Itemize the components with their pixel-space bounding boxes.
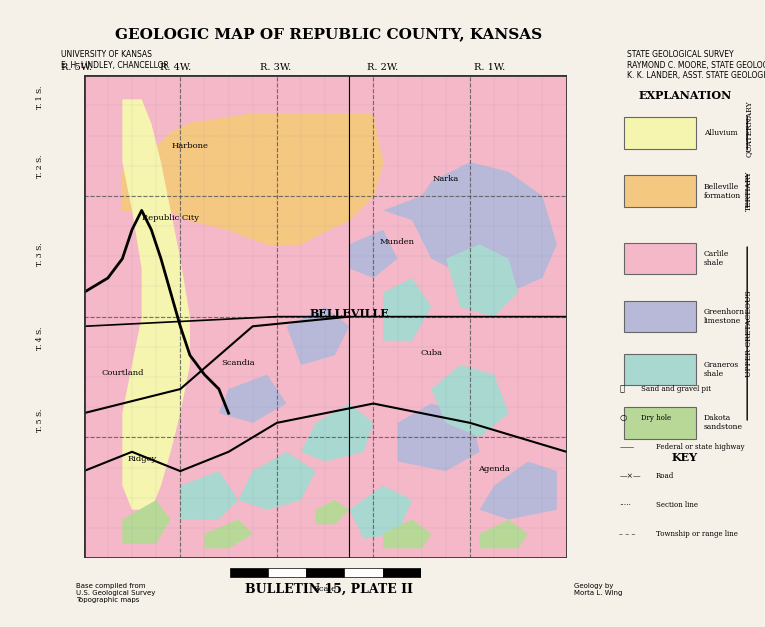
Polygon shape (383, 181, 431, 220)
Polygon shape (412, 162, 557, 292)
Text: R. 3W.: R. 3W. (260, 63, 291, 71)
Bar (623, 176, 696, 207)
Text: Geology by
Morta L. Wing: Geology by Morta L. Wing (574, 583, 622, 596)
Text: T. 2 S.: T. 2 S. (36, 154, 44, 178)
Polygon shape (315, 500, 350, 524)
Text: Road: Road (656, 472, 674, 480)
Polygon shape (122, 99, 190, 510)
Text: Scale: Scale (314, 585, 337, 593)
Text: Scandia: Scandia (221, 359, 255, 367)
Text: Narka: Narka (433, 176, 459, 184)
Text: Munden: Munden (380, 238, 415, 246)
Text: Agenda: Agenda (478, 465, 510, 473)
Text: R. 4W.: R. 4W. (161, 63, 191, 71)
Text: Graneros
shale: Graneros shale (704, 361, 739, 378)
Text: BELLEVILLE: BELLEVILLE (309, 308, 389, 319)
Text: Section line: Section line (656, 501, 698, 509)
Bar (230, 568, 268, 577)
Text: TERTIARY: TERTIARY (745, 171, 753, 211)
Text: Base compiled from
U.S. Geological Survey
Topographic maps: Base compiled from U.S. Geological Surve… (76, 583, 156, 603)
Text: Republic City: Republic City (142, 214, 199, 222)
Text: —×—: —×— (620, 472, 641, 480)
Text: STATE GEOLOGICAL SURVEY
RAYMOND C. MOORE, STATE GEOLOGIST
K. K. LANDER, ASST. ST: STATE GEOLOGICAL SURVEY RAYMOND C. MOORE… (627, 50, 765, 80)
Text: Greenhorn
limestone: Greenhorn limestone (704, 308, 744, 325)
Text: ·····: ····· (620, 501, 631, 509)
Text: Ridgey: Ridgey (127, 455, 156, 463)
Polygon shape (122, 114, 383, 244)
Text: T. 3 S.: T. 3 S. (36, 242, 44, 266)
Polygon shape (219, 374, 287, 423)
Bar (344, 568, 382, 577)
Polygon shape (204, 519, 252, 549)
Text: Carlile
shale: Carlile shale (704, 250, 729, 267)
Polygon shape (181, 471, 238, 519)
Text: Cuba: Cuba (420, 349, 442, 357)
Text: UPPER CRETACEOUS: UPPER CRETACEOUS (745, 290, 753, 377)
Text: R. 1W.: R. 1W. (474, 63, 505, 71)
Bar (306, 568, 344, 577)
Bar (268, 568, 306, 577)
Text: T. 4 S.: T. 4 S. (36, 327, 44, 350)
Text: GEOLOGIC MAP OF REPUBLIC COUNTY, KANSAS: GEOLOGIC MAP OF REPUBLIC COUNTY, KANSAS (116, 28, 542, 41)
Text: Dry hole: Dry hole (641, 414, 671, 422)
Polygon shape (431, 365, 509, 438)
Polygon shape (398, 404, 480, 471)
Bar (623, 354, 696, 386)
Text: R. 5W.: R. 5W. (61, 63, 92, 71)
Polygon shape (480, 519, 528, 549)
Text: ——: —— (620, 443, 634, 451)
Text: – – –: – – – (620, 530, 636, 538)
Polygon shape (350, 229, 398, 278)
Text: Federal or state highway: Federal or state highway (656, 443, 744, 451)
Polygon shape (122, 500, 171, 544)
Text: Belleville
formation: Belleville formation (704, 182, 741, 200)
Polygon shape (383, 278, 431, 341)
Text: Courtland: Courtland (101, 369, 144, 377)
Text: Sand and gravel pit: Sand and gravel pit (641, 385, 711, 393)
Polygon shape (480, 461, 557, 519)
Text: T. 5 S.: T. 5 S. (36, 408, 44, 432)
Text: ○: ○ (620, 414, 627, 422)
Text: KEY: KEY (672, 452, 698, 463)
Polygon shape (446, 244, 518, 317)
Text: EXPLANATION: EXPLANATION (638, 90, 731, 101)
Bar (382, 568, 421, 577)
Polygon shape (287, 307, 350, 365)
Polygon shape (350, 485, 412, 539)
Polygon shape (238, 452, 315, 510)
Text: UNIVERSITY OF KANSAS
E. H. LINDLEY, CHANCELLOR: UNIVERSITY OF KANSAS E. H. LINDLEY, CHAN… (61, 50, 169, 70)
Text: ✕: ✕ (620, 385, 624, 393)
Text: BULLETIN 15, PLATE II: BULLETIN 15, PLATE II (245, 583, 413, 596)
Polygon shape (301, 404, 373, 461)
Bar (623, 117, 696, 149)
Polygon shape (383, 519, 431, 549)
Bar (623, 301, 696, 332)
Bar (623, 407, 696, 438)
Bar (623, 243, 696, 275)
Text: QUATERNARY: QUATERNARY (745, 100, 753, 157)
Text: Harbone: Harbone (171, 142, 208, 150)
Text: R. 2W.: R. 2W. (367, 63, 398, 71)
Text: Alluvium: Alluvium (704, 129, 737, 137)
Text: T. 1 S.: T. 1 S. (36, 85, 44, 109)
Polygon shape (122, 114, 383, 244)
Text: Dakota
sandstone: Dakota sandstone (704, 414, 743, 431)
Text: Township or range line: Township or range line (656, 530, 737, 538)
